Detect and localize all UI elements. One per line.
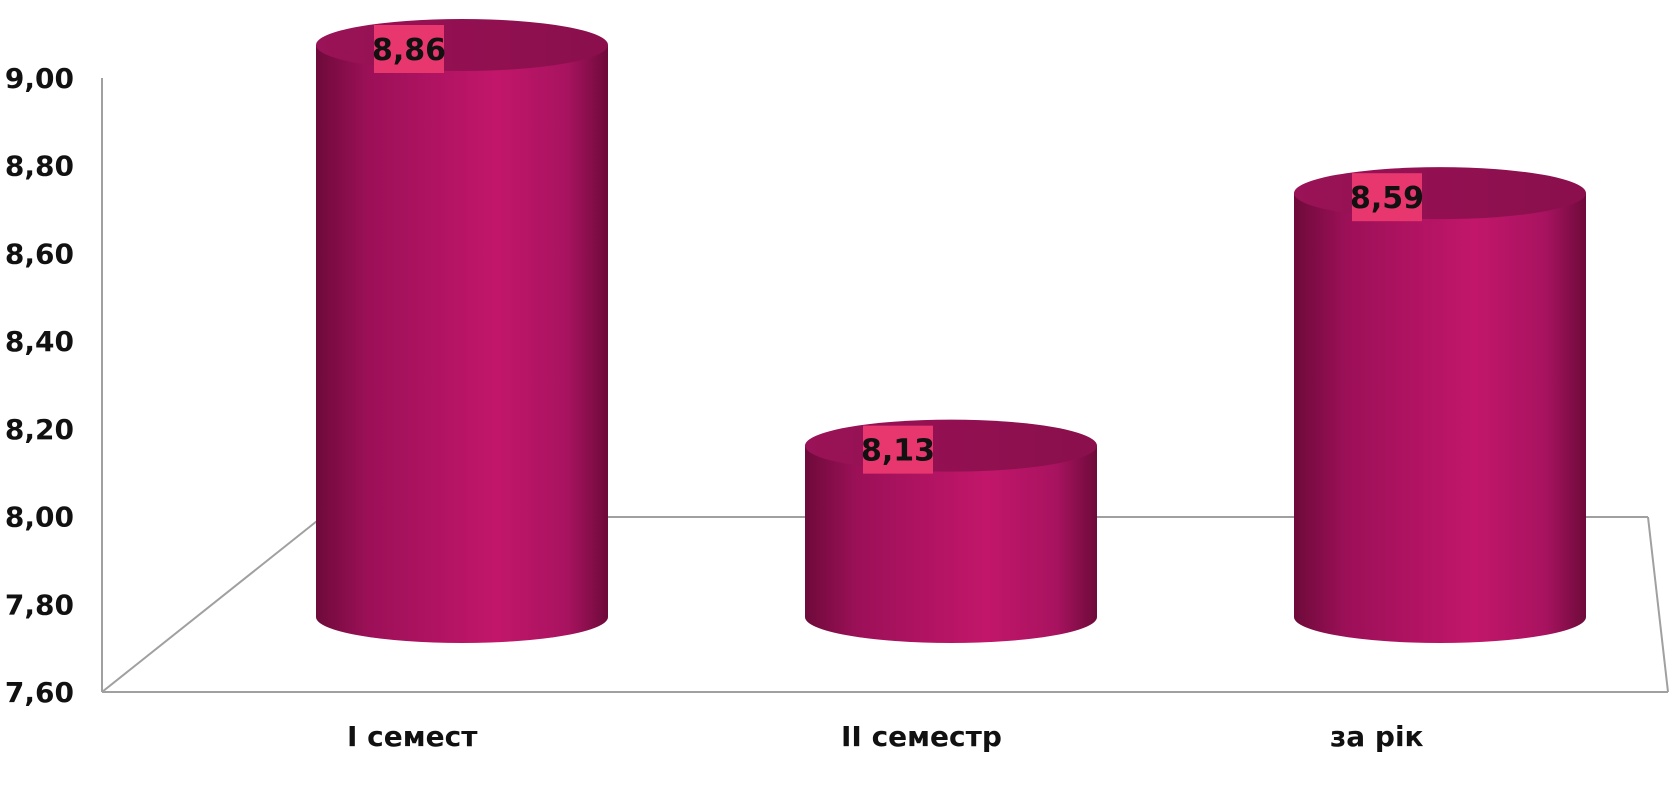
x-category-label: за рік bbox=[1330, 720, 1424, 753]
y-tick-label: 8,80 bbox=[5, 150, 74, 183]
data-label: 8,13 bbox=[861, 434, 935, 469]
floor-right-edge bbox=[1647, 516, 1669, 693]
y-tick-label: 8,20 bbox=[5, 413, 74, 446]
data-label-box bbox=[863, 425, 933, 474]
x-category-label: I семест bbox=[347, 720, 478, 753]
data-label: 8,86 bbox=[372, 33, 446, 68]
y-axis-tick-labels: 7,60 7,80 8,00 8,20 8,40 8,60 8,80 9,00 bbox=[5, 62, 74, 709]
bar: 8,59 bbox=[1294, 167, 1586, 644]
y-tick-label: 9,00 bbox=[5, 62, 74, 95]
y-tick-label: 8,40 bbox=[5, 325, 74, 358]
x-category-label: II семестр bbox=[841, 720, 1002, 753]
bar: 8,86 bbox=[316, 19, 608, 643]
data-label-box bbox=[1352, 173, 1422, 222]
x-axis-category-labels: I семест II семестр за рік bbox=[347, 720, 1424, 753]
data-label-box bbox=[374, 25, 444, 73]
bar-cylinder-body bbox=[805, 445, 1097, 643]
bar-cylinder-body bbox=[316, 45, 608, 643]
y-tick-label: 7,80 bbox=[5, 588, 74, 621]
bar-cylinder-top bbox=[805, 419, 1097, 472]
data-label: 8,59 bbox=[1350, 181, 1424, 216]
bar-cylinder-top bbox=[316, 19, 608, 71]
y-tick-label: 8,00 bbox=[5, 501, 74, 534]
y-tick-label: 7,60 bbox=[5, 676, 74, 709]
bar-cylinder-top bbox=[1294, 167, 1586, 220]
bar: 8,13 bbox=[805, 419, 1097, 643]
y-tick-label: 8,60 bbox=[5, 237, 74, 270]
bar-cylinder-body bbox=[1294, 193, 1586, 644]
bars: 8,86 8,13 8,59 bbox=[316, 19, 1586, 644]
floor-left-edge bbox=[101, 516, 323, 693]
